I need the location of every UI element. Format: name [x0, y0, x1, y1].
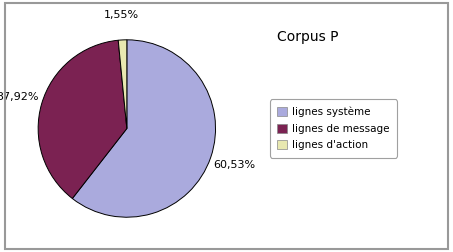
Wedge shape — [38, 40, 127, 199]
Text: Corpus P: Corpus P — [277, 30, 339, 44]
Text: 1,55%: 1,55% — [104, 10, 139, 20]
Wedge shape — [118, 40, 127, 129]
Wedge shape — [72, 40, 216, 217]
Text: 60,53%: 60,53% — [213, 161, 255, 170]
Text: 37,92%: 37,92% — [0, 92, 39, 102]
Legend: lignes système, lignes de message, lignes d'action: lignes système, lignes de message, ligne… — [270, 100, 397, 158]
